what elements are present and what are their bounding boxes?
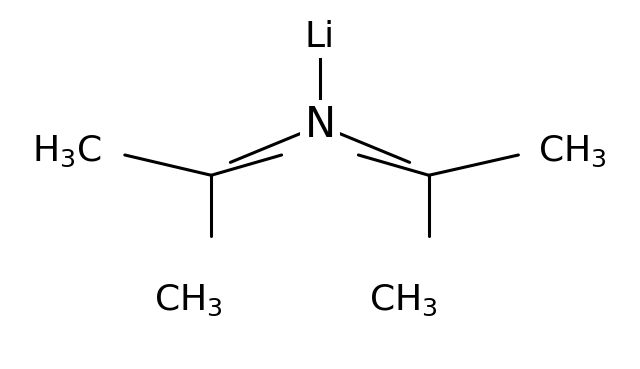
Text: N: N: [305, 104, 335, 146]
Text: H$_3$C: H$_3$C: [32, 134, 102, 169]
Text: CH$_3$: CH$_3$: [154, 283, 223, 318]
Text: CH$_3$: CH$_3$: [538, 134, 607, 169]
Text: Li: Li: [305, 20, 335, 54]
Text: CH$_3$: CH$_3$: [369, 283, 438, 318]
